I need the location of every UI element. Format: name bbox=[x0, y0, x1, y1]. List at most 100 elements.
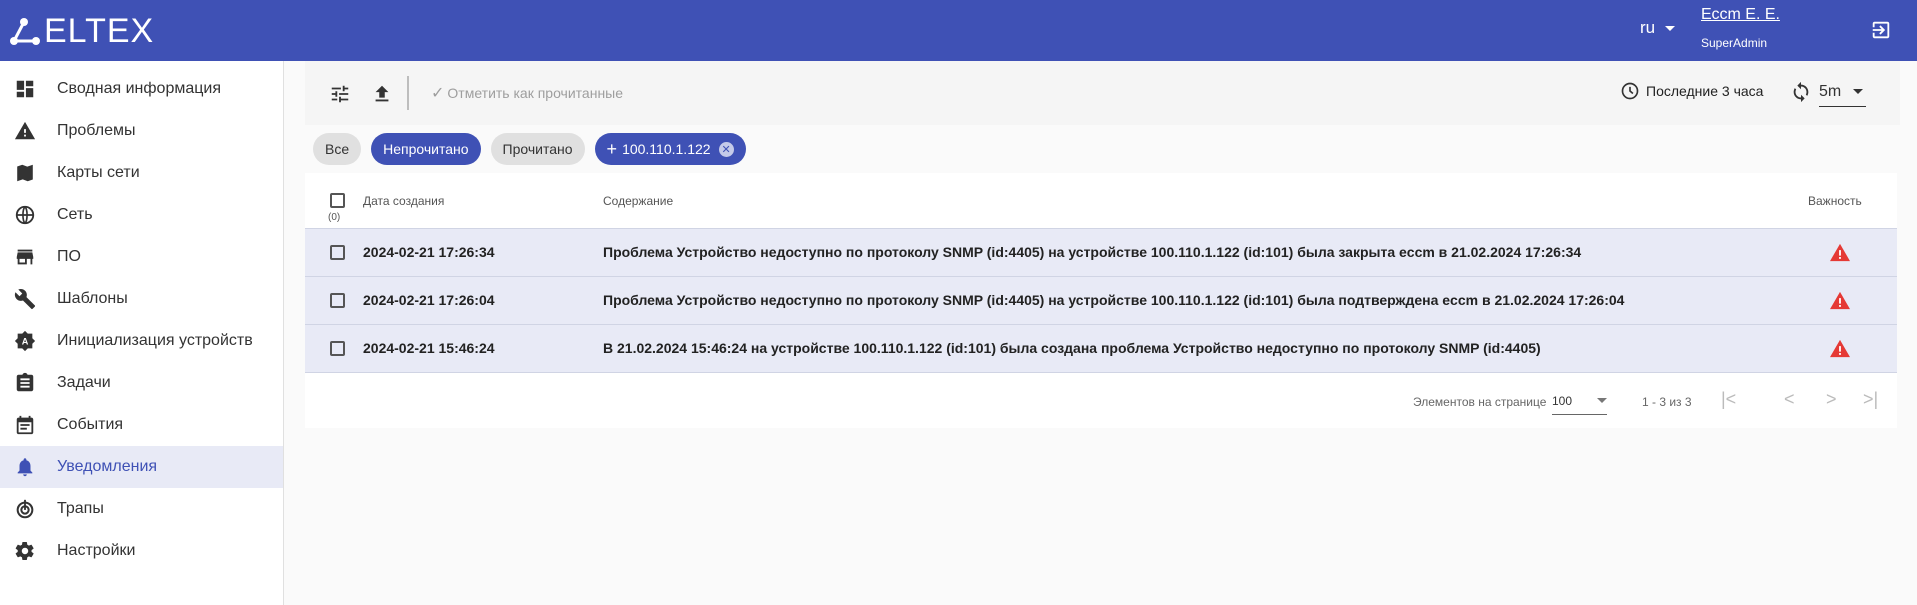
sidebar-item-label: События bbox=[57, 416, 124, 433]
refresh-interval-select[interactable]: 5m bbox=[1819, 77, 1866, 107]
table-row[interactable]: 2024-02-21 17:26:04 Проблема Устройство … bbox=[305, 277, 1897, 325]
refresh-icon[interactable] bbox=[1790, 81, 1812, 108]
warning-icon bbox=[0, 120, 57, 142]
row-date: 2024-02-21 17:26:34 bbox=[363, 244, 495, 260]
remove-filter-icon[interactable]: ✕ bbox=[718, 141, 734, 157]
sidebar-item-8[interactable]: События bbox=[0, 404, 283, 446]
row-content: Проблема Устройство недоступно по проток… bbox=[603, 292, 1625, 308]
logo-mark-icon bbox=[10, 17, 40, 45]
plus-icon: + bbox=[606, 138, 618, 159]
logo-text: ELTEX bbox=[44, 12, 155, 50]
sidebar-item-6[interactable]: A Инициализация устройств bbox=[0, 320, 283, 362]
sidebar-item-1[interactable]: Проблемы bbox=[0, 110, 283, 152]
table-header: (0) Дата создания Содержание Важность bbox=[305, 173, 1897, 229]
time-period-button[interactable]: Последние 3 часа bbox=[1620, 81, 1763, 101]
row-checkbox[interactable] bbox=[330, 341, 345, 356]
sidebar-item-2[interactable]: Карты сети bbox=[0, 152, 283, 194]
per-page-select[interactable]: 100 bbox=[1552, 387, 1607, 415]
sidebar-item-9[interactable]: Уведомления bbox=[0, 446, 283, 488]
row-checkbox[interactable] bbox=[330, 245, 345, 260]
user-info[interactable]: Ессm Е. Е. SuperAdmin bbox=[1701, 6, 1780, 50]
page-range: 1 - 3 из 3 bbox=[1642, 395, 1692, 409]
paginator: Элементов на странице 100 1 - 3 из 3 |< … bbox=[305, 373, 1897, 428]
notifications-table: (0) Дата создания Содержание Важность 20… bbox=[305, 173, 1897, 428]
device-filter-label: 100.110.1.122 bbox=[622, 141, 711, 157]
row-date: 2024-02-21 15:46:24 bbox=[363, 340, 495, 356]
user-name-link[interactable]: Ессm Е. Е. bbox=[1701, 6, 1780, 23]
chip-device-filter[interactable]: +100.110.1.122 ✕ bbox=[594, 133, 746, 165]
sidebar-item-label: Настройки bbox=[57, 542, 136, 559]
toolbar: ✓ Отметить как прочитанные Последние 3 ча… bbox=[305, 61, 1900, 125]
wrench-icon bbox=[0, 288, 57, 310]
toolbar-divider bbox=[407, 76, 409, 110]
sidebar-item-4[interactable]: ПО bbox=[0, 236, 283, 278]
mark-as-read-label: Отметить как прочитанные bbox=[447, 85, 624, 101]
gear-icon bbox=[0, 540, 57, 562]
chip-read[interactable]: Прочитано bbox=[490, 133, 585, 165]
column-header-severity[interactable]: Важность bbox=[1808, 194, 1862, 208]
previous-page-icon[interactable]: < bbox=[1784, 389, 1795, 409]
bell-icon bbox=[0, 456, 57, 478]
chevron-down-icon bbox=[1597, 398, 1607, 403]
chevron-down-icon bbox=[1853, 89, 1863, 94]
language-select[interactable]: ru bbox=[1640, 18, 1676, 38]
sidebar-item-label: Проблемы bbox=[57, 122, 136, 139]
globe-icon bbox=[0, 204, 57, 226]
chevron-down-icon bbox=[1665, 25, 1676, 31]
filter-settings-icon[interactable] bbox=[329, 83, 351, 110]
clock-icon bbox=[1621, 82, 1639, 100]
sidebar-item-label: Сводная информация bbox=[57, 80, 221, 97]
mark-as-read-button[interactable]: ✓ Отметить как прочитанные bbox=[431, 83, 623, 103]
export-icon[interactable] bbox=[371, 83, 393, 110]
user-role: SuperAdmin bbox=[1701, 36, 1768, 50]
trap-icon bbox=[0, 498, 57, 520]
refresh-interval-value: 5m bbox=[1819, 82, 1842, 100]
check-icon: ✓ bbox=[431, 85, 445, 102]
row-date: 2024-02-21 17:26:04 bbox=[363, 292, 495, 308]
sidebar-item-0[interactable]: Сводная информация bbox=[0, 68, 283, 110]
sidebar-item-label: Карты сети bbox=[57, 164, 140, 181]
row-checkbox[interactable] bbox=[330, 293, 345, 308]
sidebar-item-label: Задачи bbox=[57, 374, 111, 391]
sidebar-item-label: Сеть bbox=[57, 206, 93, 223]
time-period-label: Последние 3 часа bbox=[1646, 83, 1764, 99]
selected-count: (0) bbox=[328, 212, 341, 223]
filter-chips: Все Непрочитано Прочитано +100.110.1.122… bbox=[313, 133, 746, 165]
warning-icon bbox=[1829, 338, 1851, 361]
sidebar-item-10[interactable]: Трапы bbox=[0, 488, 283, 530]
sidebar-item-3[interactable]: Сеть bbox=[0, 194, 283, 236]
sidebar-item-5[interactable]: Шаблоны bbox=[0, 278, 283, 320]
per-page-label: Элементов на странице bbox=[1413, 395, 1547, 409]
sidebar-item-7[interactable]: Задачи bbox=[0, 362, 283, 404]
chip-all[interactable]: Все bbox=[313, 133, 362, 165]
last-page-icon[interactable]: >| bbox=[1863, 389, 1879, 409]
sidebar-item-label: Уведомления bbox=[57, 458, 158, 475]
logout-button[interactable] bbox=[1870, 19, 1892, 46]
app-header: ELTEX ru Ессm Е. Е. SuperAdmin bbox=[0, 0, 1917, 61]
select-all-checkbox[interactable] bbox=[330, 193, 345, 208]
row-content: Проблема Устройство недоступно по проток… bbox=[603, 244, 1582, 260]
first-page-icon[interactable]: |< bbox=[1721, 389, 1737, 409]
chip-unread[interactable]: Непрочитано bbox=[371, 133, 481, 165]
store-icon bbox=[0, 246, 57, 268]
next-page-icon[interactable]: > bbox=[1826, 389, 1837, 409]
sidebar-item-label: Шаблоны bbox=[57, 290, 128, 307]
column-header-content[interactable]: Содержание bbox=[603, 194, 674, 208]
sidebar-item-11[interactable]: Настройки bbox=[0, 530, 283, 572]
sidebar-item-label: ПО bbox=[57, 248, 81, 265]
warning-icon bbox=[1829, 242, 1851, 265]
warning-icon bbox=[1829, 290, 1851, 313]
dashboard-icon bbox=[0, 78, 57, 100]
per-page-value: 100 bbox=[1552, 393, 1573, 408]
table-row[interactable]: 2024-02-21 17:26:34 Проблема Устройство … bbox=[305, 229, 1897, 277]
table-row[interactable]: 2024-02-21 15:46:24 В 21.02.2024 15:46:2… bbox=[305, 325, 1897, 373]
svg-text:A: A bbox=[21, 337, 28, 347]
calendar-icon bbox=[0, 414, 57, 436]
clipboard-icon bbox=[0, 372, 57, 394]
map-icon bbox=[0, 162, 57, 184]
row-content: В 21.02.2024 15:46:24 на устройстве 100.… bbox=[603, 340, 1541, 356]
column-header-date[interactable]: Дата создания bbox=[363, 194, 445, 208]
logout-icon bbox=[1872, 21, 1890, 39]
auto-badge-icon: A bbox=[0, 330, 57, 352]
eltex-logo[interactable]: ELTEX bbox=[8, 12, 154, 51]
